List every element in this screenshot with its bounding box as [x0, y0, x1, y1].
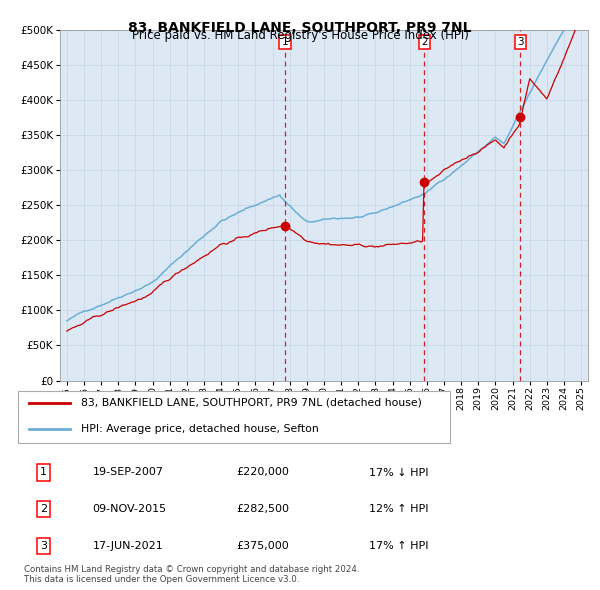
- Text: 1: 1: [40, 467, 47, 477]
- Text: 12% ↑ HPI: 12% ↑ HPI: [369, 504, 428, 514]
- Text: 3: 3: [517, 37, 524, 47]
- Text: Price paid vs. HM Land Registry's House Price Index (HPI): Price paid vs. HM Land Registry's House …: [131, 30, 469, 42]
- Text: 2: 2: [40, 504, 47, 514]
- Text: 19-SEP-2007: 19-SEP-2007: [92, 467, 164, 477]
- Text: £375,000: £375,000: [236, 541, 289, 551]
- Text: 83, BANKFIELD LANE, SOUTHPORT, PR9 7NL: 83, BANKFIELD LANE, SOUTHPORT, PR9 7NL: [128, 21, 472, 35]
- Text: HPI: Average price, detached house, Sefton: HPI: Average price, detached house, Seft…: [81, 424, 319, 434]
- Text: 17% ↑ HPI: 17% ↑ HPI: [369, 541, 428, 551]
- Text: 3: 3: [40, 541, 47, 551]
- Text: 17-JUN-2021: 17-JUN-2021: [92, 541, 163, 551]
- Text: 83, BANKFIELD LANE, SOUTHPORT, PR9 7NL (detached house): 83, BANKFIELD LANE, SOUTHPORT, PR9 7NL (…: [81, 398, 422, 408]
- Text: 2: 2: [421, 37, 428, 47]
- Text: £220,000: £220,000: [236, 467, 290, 477]
- Text: 09-NOV-2015: 09-NOV-2015: [92, 504, 167, 514]
- Text: 17% ↓ HPI: 17% ↓ HPI: [369, 467, 428, 477]
- Text: Contains HM Land Registry data © Crown copyright and database right 2024.
This d: Contains HM Land Registry data © Crown c…: [23, 565, 359, 584]
- Text: 1: 1: [281, 37, 288, 47]
- Text: £282,500: £282,500: [236, 504, 290, 514]
- FancyBboxPatch shape: [18, 391, 450, 442]
